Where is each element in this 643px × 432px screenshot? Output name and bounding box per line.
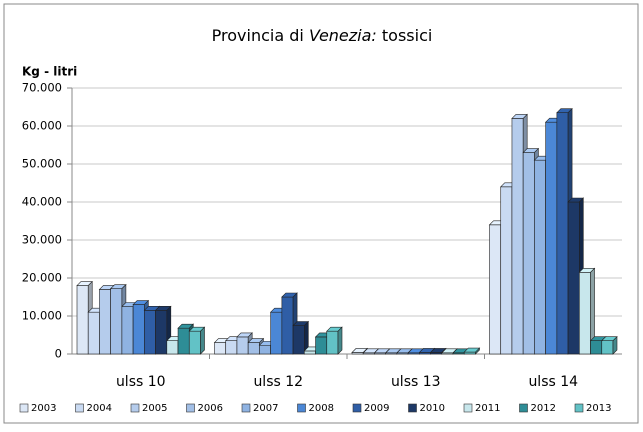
bar-front bbox=[556, 112, 569, 355]
bar-side bbox=[612, 335, 618, 355]
bar bbox=[463, 347, 481, 355]
legend-label: 2004 bbox=[87, 403, 112, 414]
bar-front bbox=[144, 309, 156, 355]
bar-front bbox=[315, 336, 328, 355]
legend-swatch bbox=[463, 403, 473, 413]
bar-front bbox=[121, 306, 134, 355]
bar-front bbox=[567, 201, 580, 355]
legend-label: 2006 bbox=[198, 403, 223, 414]
bar-front bbox=[326, 330, 339, 355]
y-tick-label: 20.000 bbox=[22, 271, 62, 285]
bar-front bbox=[259, 344, 271, 355]
bar-front bbox=[281, 296, 294, 355]
bar-front bbox=[155, 309, 168, 355]
bar-front bbox=[166, 340, 179, 355]
legend-label: 2003 bbox=[31, 403, 56, 414]
y-tick-label: 0 bbox=[55, 347, 62, 361]
legend-label: 2010 bbox=[420, 403, 445, 414]
y-tick-label: 60.000 bbox=[22, 119, 62, 133]
legend-label: 2011 bbox=[475, 403, 500, 414]
bar-front bbox=[500, 186, 513, 355]
bar-front bbox=[511, 118, 524, 355]
legend-swatch bbox=[574, 403, 584, 413]
legend-swatch bbox=[297, 403, 306, 413]
legend-swatch bbox=[352, 403, 362, 413]
legend-swatch bbox=[19, 403, 29, 413]
legend-label: 2005 bbox=[142, 403, 167, 414]
legend-swatch bbox=[241, 403, 251, 413]
y-axis-label: Kg - litri bbox=[22, 65, 77, 79]
bar-front bbox=[87, 311, 100, 355]
legend-swatch bbox=[130, 403, 140, 413]
bar-front bbox=[601, 340, 614, 355]
y-tick-label: 10.000 bbox=[22, 309, 62, 323]
bar-front bbox=[236, 336, 249, 355]
bar bbox=[188, 326, 206, 355]
bar bbox=[578, 267, 596, 355]
y-tick-label: 40.000 bbox=[22, 195, 62, 209]
bar-front bbox=[247, 342, 260, 355]
bar-front bbox=[177, 327, 190, 355]
y-tick-label: 70.000 bbox=[22, 81, 62, 95]
y-tick-label: 30.000 bbox=[22, 233, 62, 247]
bar-front bbox=[270, 311, 283, 355]
bar-front bbox=[132, 304, 145, 355]
bar bbox=[601, 335, 618, 355]
bar-side bbox=[337, 326, 343, 355]
chart-title: Provincia di Venezia: tossici bbox=[212, 26, 433, 45]
bar-front bbox=[489, 224, 502, 355]
bar-front bbox=[579, 271, 591, 355]
legend-swatch bbox=[75, 403, 84, 413]
title-part: Provincia di bbox=[212, 26, 309, 45]
bar-front bbox=[225, 340, 238, 355]
bar-front bbox=[99, 289, 111, 355]
x-tick-label: ulss 14 bbox=[528, 374, 578, 390]
legend-swatch bbox=[519, 403, 528, 413]
legend-swatch bbox=[186, 403, 195, 413]
bar-front bbox=[304, 350, 316, 355]
x-tick-label: ulss 13 bbox=[391, 374, 441, 390]
title-part: tossici bbox=[377, 26, 433, 45]
bar-front bbox=[76, 285, 89, 355]
bar bbox=[326, 326, 343, 355]
x-tick-label: ulss 12 bbox=[253, 374, 303, 390]
legend-label: 2009 bbox=[364, 403, 389, 414]
bar-front bbox=[522, 152, 535, 355]
legend-label: 2007 bbox=[253, 403, 278, 414]
bar-front bbox=[590, 340, 603, 355]
bar-front bbox=[545, 121, 558, 355]
legend-label: 2012 bbox=[531, 403, 556, 414]
bar-front bbox=[110, 288, 123, 355]
y-tick-label: 50.000 bbox=[22, 157, 62, 171]
bar-side bbox=[200, 326, 205, 355]
bar-front bbox=[292, 325, 305, 355]
title-part: Venezia: bbox=[309, 26, 377, 45]
bar-front bbox=[214, 342, 227, 355]
bar-front bbox=[534, 159, 546, 355]
bar-side bbox=[475, 347, 480, 355]
bar-front bbox=[188, 330, 201, 355]
legend-label: 2013 bbox=[586, 403, 611, 414]
legend-label: 2008 bbox=[309, 403, 334, 414]
x-tick-label: ulss 10 bbox=[116, 374, 166, 390]
legend-swatch bbox=[408, 403, 417, 413]
